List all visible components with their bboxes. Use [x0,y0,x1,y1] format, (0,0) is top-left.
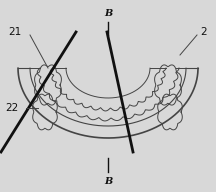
Text: 2: 2 [200,27,207,37]
Text: 21: 21 [8,27,21,37]
Text: B: B [104,9,112,18]
Text: 22: 22 [5,103,18,113]
Text: B: B [104,176,112,185]
